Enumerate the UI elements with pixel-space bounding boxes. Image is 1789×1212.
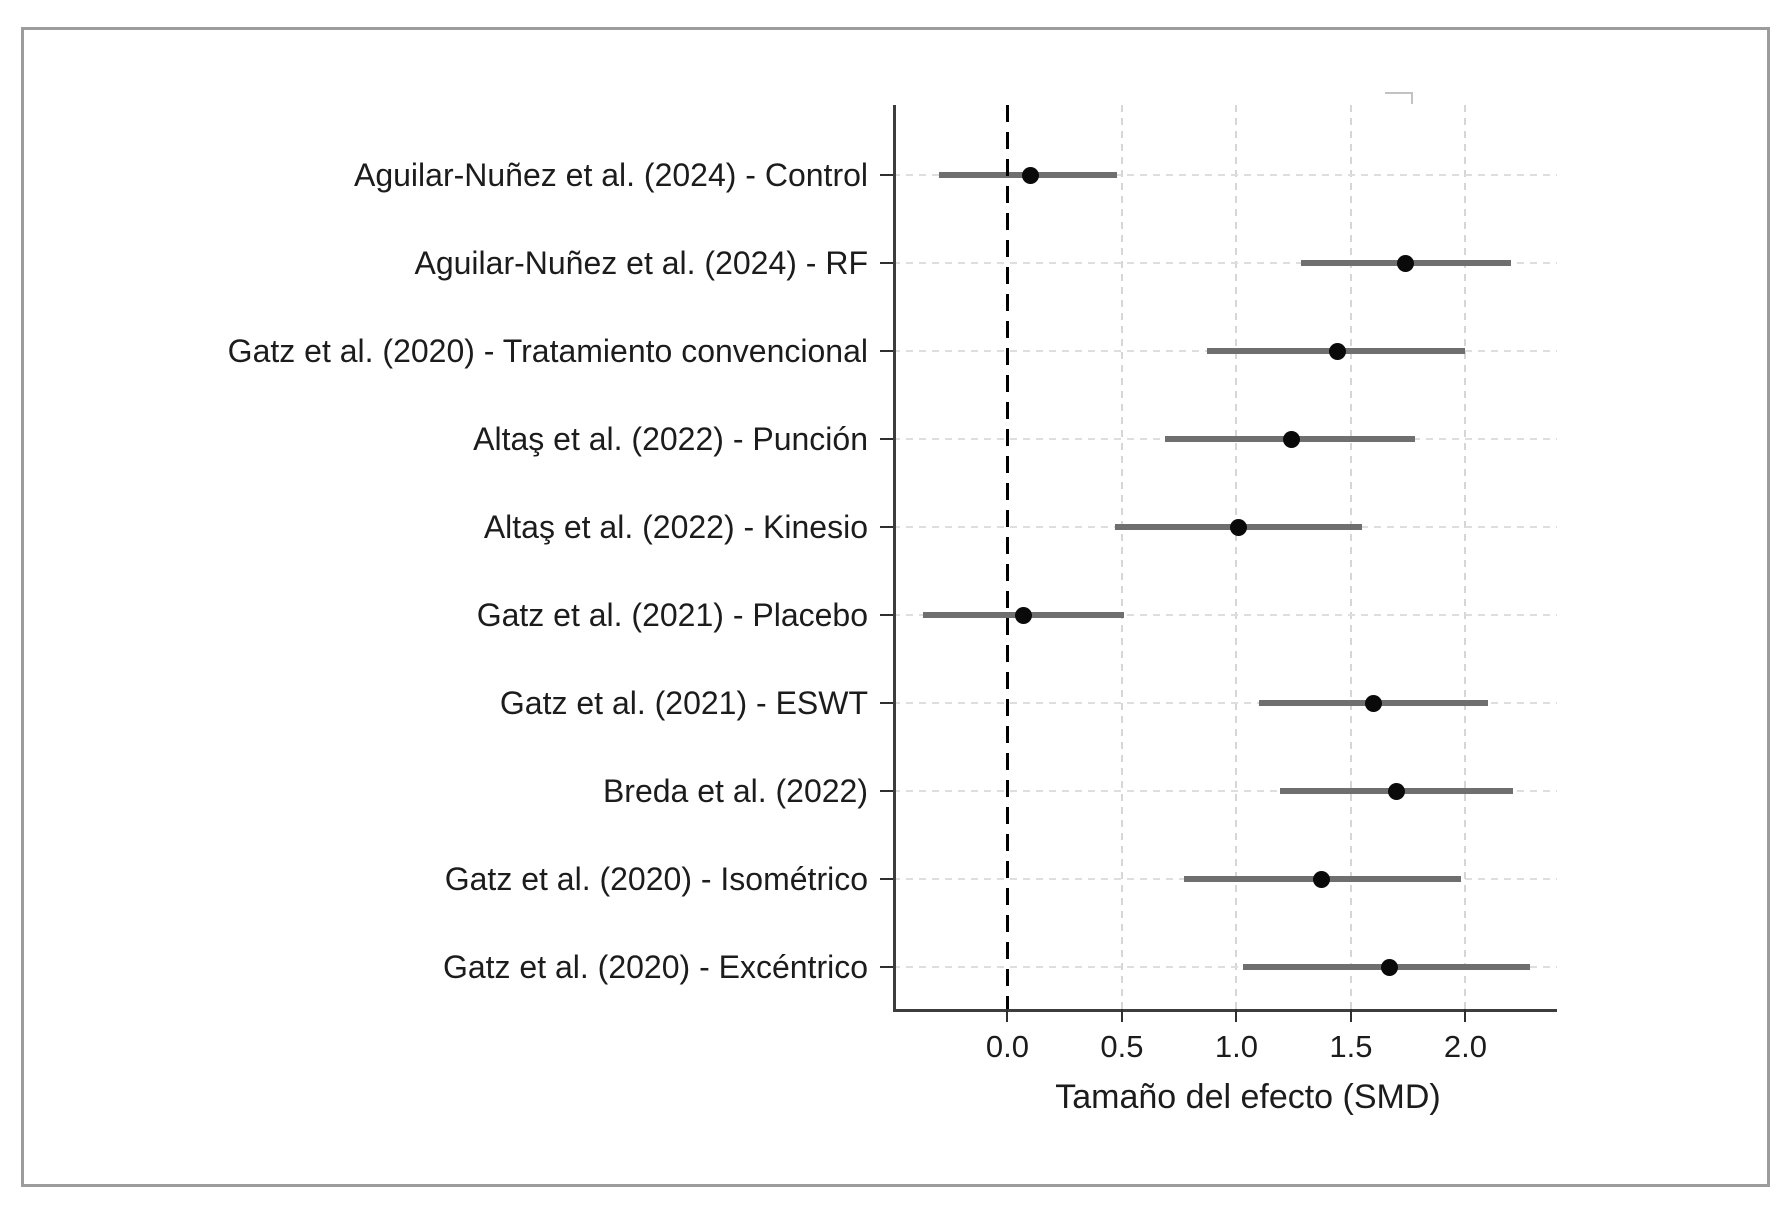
row-label: Aguilar-Nuñez et al. (2024) - Control bbox=[353, 157, 868, 193]
y-axis-line bbox=[893, 105, 896, 1009]
y-axis-tick bbox=[880, 878, 893, 880]
row-label: Gatz et al. (2020) - Tratamiento convenc… bbox=[227, 333, 868, 369]
x-tick-label: 1.0 bbox=[1214, 1029, 1258, 1064]
row-label: Altaş et al. (2022) - Kinesio bbox=[483, 509, 868, 545]
row-label: Altaş et al. (2022) - Punción bbox=[473, 421, 868, 457]
x-axis-tick bbox=[1464, 1009, 1467, 1022]
effect-size-point bbox=[1381, 958, 1399, 976]
effect-size-point bbox=[1365, 694, 1383, 712]
effect-size-point bbox=[1312, 870, 1330, 888]
x-tick-label: 0.5 bbox=[1100, 1029, 1144, 1064]
effect-size-point bbox=[1388, 782, 1406, 800]
x-tick-label: 0.0 bbox=[985, 1029, 1030, 1064]
row-gridline bbox=[893, 966, 1557, 968]
y-axis-tick bbox=[880, 702, 893, 704]
row-label: Breda et al. (2022) bbox=[602, 773, 868, 809]
row-gridline bbox=[893, 614, 1557, 616]
x-axis-tick bbox=[1006, 1009, 1009, 1022]
row-gridline bbox=[893, 262, 1557, 264]
row-gridline bbox=[893, 174, 1557, 176]
row-label: Gatz et al. (2021) - ESWT bbox=[499, 685, 868, 721]
row-gridline bbox=[893, 790, 1557, 792]
effect-size-point bbox=[1015, 606, 1032, 624]
x-axis-tick bbox=[1349, 1009, 1352, 1022]
x-tick-label: 1.5 bbox=[1329, 1029, 1373, 1064]
row-label: Gatz et al. (2020) - Excéntrico bbox=[442, 949, 868, 985]
y-axis-tick bbox=[880, 790, 893, 792]
effect-size-point bbox=[1021, 166, 1039, 184]
row-label: Aguilar-Nuñez et al. (2024) - RF bbox=[414, 245, 868, 281]
effect-size-point bbox=[1397, 254, 1415, 272]
y-axis-tick bbox=[880, 174, 893, 176]
effect-size-point bbox=[1230, 518, 1248, 536]
vertical-gridline bbox=[1120, 105, 1123, 1009]
y-axis-tick bbox=[880, 350, 893, 352]
row-label: Gatz et al. (2020) - Isométrico bbox=[444, 861, 868, 897]
vertical-gridline bbox=[1235, 105, 1238, 1009]
x-axis-tick bbox=[1120, 1009, 1123, 1022]
effect-size-point bbox=[1328, 342, 1346, 360]
y-axis-tick bbox=[880, 614, 893, 616]
x-axis-label: Tamaño del efecto (SMD) bbox=[1055, 1078, 1441, 1116]
effect-size-point bbox=[1282, 430, 1300, 448]
vertical-gridline bbox=[1349, 105, 1352, 1009]
y-axis-tick bbox=[880, 526, 893, 528]
row-gridline bbox=[893, 702, 1557, 704]
zero-reference-line bbox=[1005, 105, 1009, 1009]
y-axis-tick bbox=[880, 438, 893, 440]
x-axis-tick bbox=[1235, 1009, 1238, 1022]
frame-corner-mark bbox=[1385, 92, 1413, 104]
x-axis-line bbox=[893, 1009, 1557, 1012]
y-axis-tick bbox=[880, 966, 893, 968]
row-label: Gatz et al. (2021) - Placebo bbox=[476, 597, 868, 633]
y-axis-tick bbox=[880, 262, 893, 264]
x-tick-label: 2.0 bbox=[1443, 1029, 1487, 1064]
vertical-gridline bbox=[1464, 105, 1467, 1009]
